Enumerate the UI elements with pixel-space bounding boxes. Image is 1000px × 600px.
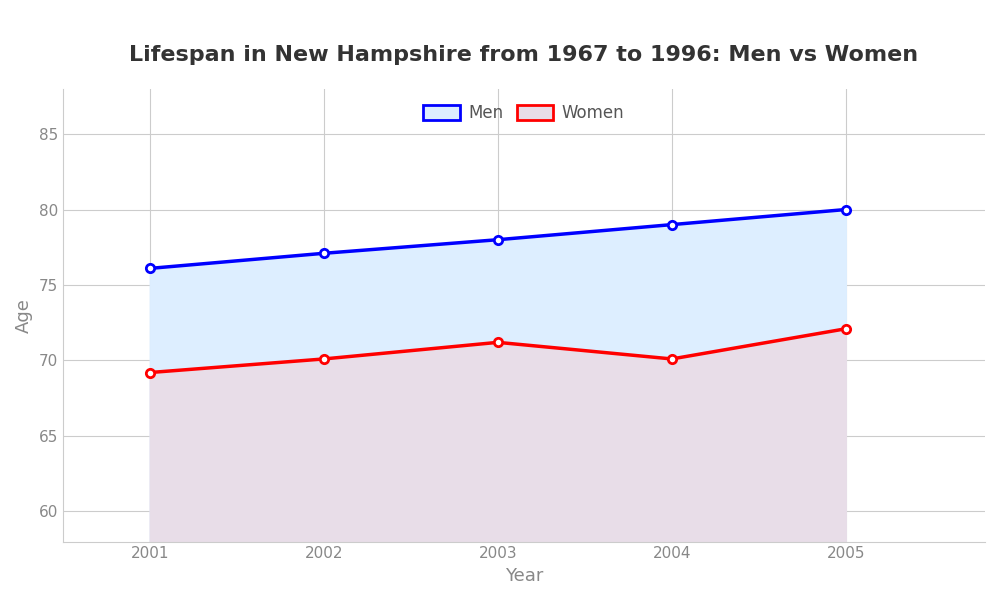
- Legend: Men, Women: Men, Women: [417, 97, 631, 128]
- Title: Lifespan in New Hampshire from 1967 to 1996: Men vs Women: Lifespan in New Hampshire from 1967 to 1…: [129, 45, 918, 65]
- Y-axis label: Age: Age: [15, 298, 33, 332]
- X-axis label: Year: Year: [505, 567, 543, 585]
